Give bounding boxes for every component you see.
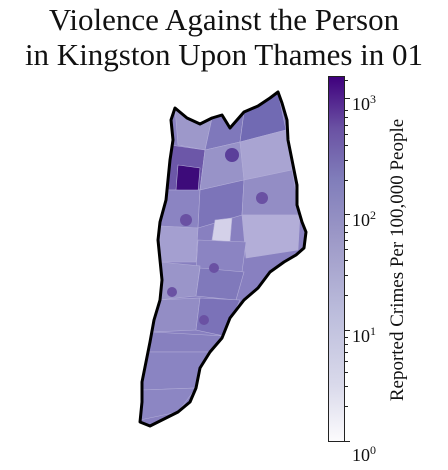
colorbar-minor-tick bbox=[345, 225, 348, 226]
map-region bbox=[195, 267, 245, 301]
colorbar-minor-tick bbox=[345, 117, 348, 118]
colorbar-minor-tick bbox=[345, 240, 348, 241]
colorbar-minor-tick bbox=[345, 260, 348, 261]
map-title: Violence Against the Person in Kingston … bbox=[0, 2, 448, 72]
map-region bbox=[199, 315, 209, 325]
colorbar-minor-tick bbox=[345, 125, 348, 126]
colorbar-minor-tick bbox=[345, 337, 348, 338]
colorbar-minor-tick bbox=[345, 145, 348, 146]
colorbar-minor-tick bbox=[345, 232, 348, 233]
map-region bbox=[180, 214, 192, 226]
title-line-1: Violence Against the Person bbox=[48, 2, 400, 37]
colorbar-minor-tick bbox=[345, 361, 348, 362]
colorbar-minor-tick bbox=[345, 160, 348, 161]
colorbar-minor-tick bbox=[345, 386, 348, 387]
title-line-2: in Kingston Upon Thames in 01 bbox=[24, 37, 424, 72]
colorbar-minor-tick bbox=[345, 80, 348, 81]
map-region bbox=[167, 287, 177, 297]
colorbar-minor-tick bbox=[345, 275, 348, 276]
colorbar-label: Reported Crimes Per 100,000 People bbox=[387, 118, 408, 402]
colorbar-minor-tick bbox=[345, 110, 348, 111]
colorbar-tick bbox=[345, 98, 350, 99]
colorbar-minor-tick bbox=[345, 344, 348, 345]
colorbar-minor-tick bbox=[345, 180, 348, 181]
map-region bbox=[195, 239, 247, 273]
map-region-highest bbox=[175, 164, 201, 193]
colorbar-minor-tick bbox=[345, 352, 348, 353]
map-region bbox=[211, 217, 233, 243]
map-region bbox=[256, 192, 268, 204]
colorbar-minor-tick bbox=[345, 372, 348, 373]
map-region bbox=[157, 261, 201, 301]
map-region bbox=[209, 263, 219, 273]
colorbar-tick bbox=[345, 441, 350, 442]
colorbar-tick bbox=[345, 330, 350, 331]
colorbar bbox=[328, 76, 345, 442]
colorbar-minor-tick bbox=[345, 134, 348, 135]
colorbar-minor-tick bbox=[345, 249, 348, 250]
colorbar-tick-label: 103 bbox=[352, 92, 376, 114]
colorbar-tick bbox=[345, 214, 350, 215]
colorbar-tick-label: 100 bbox=[352, 443, 376, 465]
borough-boundary bbox=[138, 90, 308, 428]
map-region bbox=[159, 225, 199, 263]
map-region bbox=[225, 148, 239, 162]
colorbar-minor-tick bbox=[345, 295, 348, 296]
colorbar-tick-label: 102 bbox=[352, 208, 376, 230]
colorbar-tick-label: 101 bbox=[352, 324, 376, 346]
colorbar-minor-tick bbox=[345, 406, 348, 407]
